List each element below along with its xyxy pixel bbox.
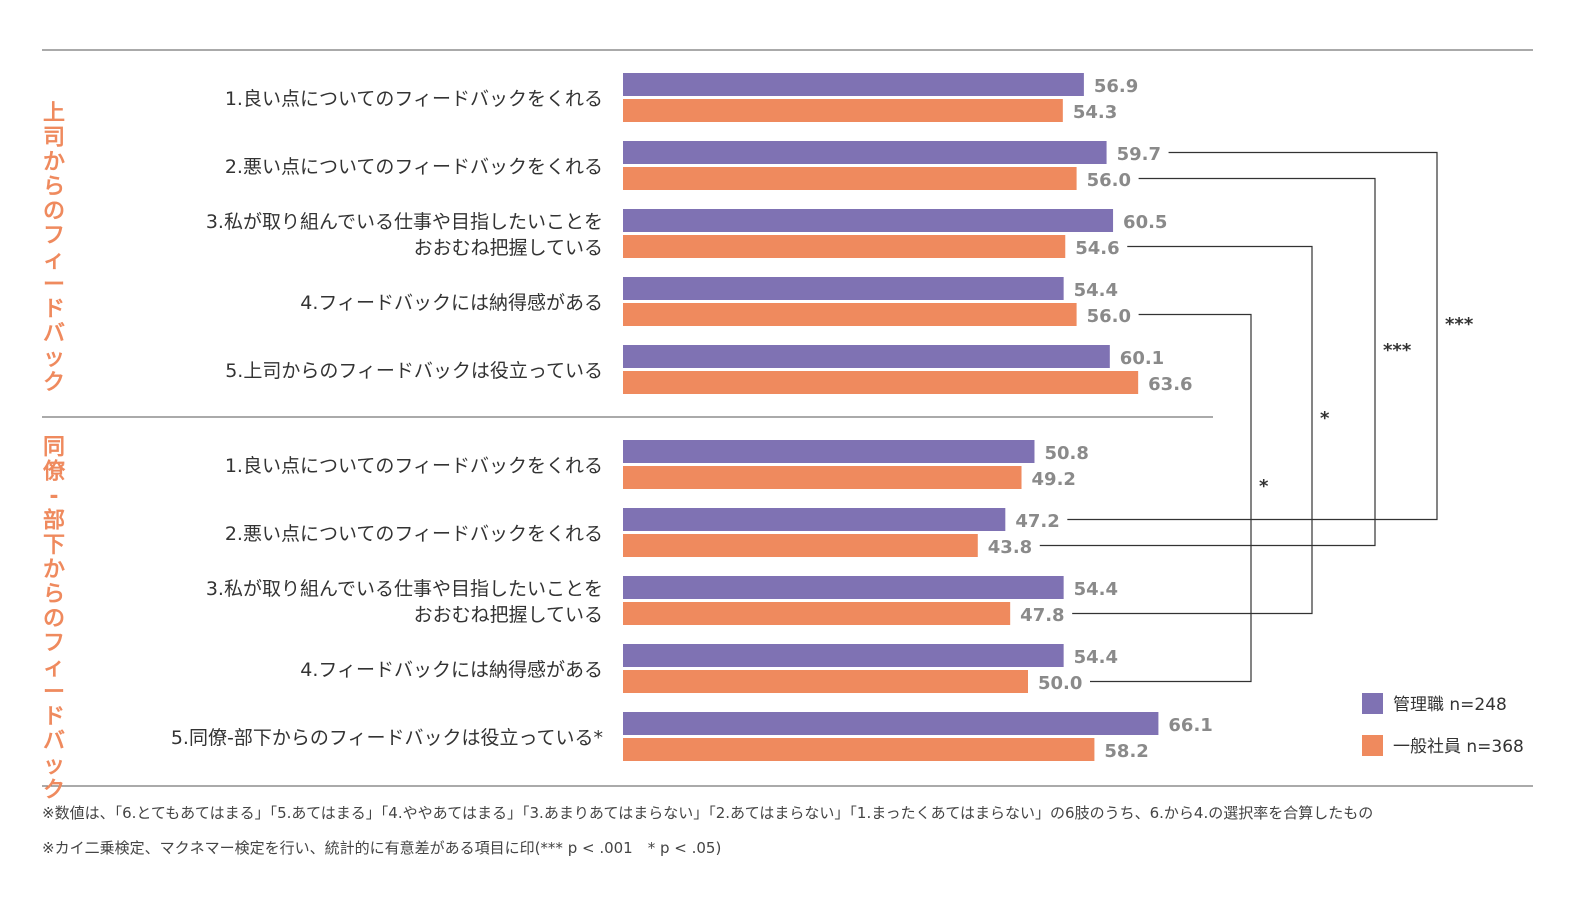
bar-manager: [623, 576, 1064, 599]
category-label: 3.私が取り組んでいる仕事や目指したいことを: [206, 578, 603, 600]
value-label: 43.8: [988, 537, 1032, 558]
group-title: 上司からのフィードバック: [43, 101, 65, 396]
significance-mark: ***: [1383, 340, 1412, 361]
value-label: 59.7: [1117, 144, 1161, 165]
bar-staff: [623, 670, 1028, 693]
bar-manager: [623, 440, 1035, 463]
legend-label: 一般社員 n=368: [1393, 737, 1524, 757]
value-label: 60.1: [1120, 348, 1164, 369]
bar-staff: [623, 303, 1077, 326]
bar-manager: [623, 141, 1107, 164]
category-label: 3.私が取り組んでいる仕事や目指したいことを: [206, 211, 603, 233]
value-label: 56.0: [1087, 170, 1131, 191]
value-label: 50.8: [1044, 443, 1088, 464]
bar-staff: [623, 235, 1066, 258]
category-label: おおむね把握している: [414, 237, 603, 259]
value-label: 58.2: [1104, 741, 1148, 762]
bar-manager: [623, 712, 1159, 735]
value-label: 63.6: [1148, 374, 1192, 395]
footnote: ※カイ二乗検定、マクネマー検定を行い、統計的に有意差がある項目に印(*** p …: [42, 839, 721, 857]
value-label: 56.0: [1087, 306, 1131, 327]
footnote: ※数値は、「6.とてもあてはまる」「5.あてはまる」「4.ややあてはまる」「3.…: [42, 804, 1373, 822]
value-label: 60.5: [1123, 212, 1167, 233]
bar-staff: [623, 371, 1139, 394]
significance-mark: *: [1259, 476, 1269, 497]
value-label: 50.0: [1038, 673, 1082, 694]
legend-swatch: [1362, 735, 1383, 756]
bar-manager: [623, 73, 1084, 96]
category-label: 5.同僚-部下からのフィードバックは役立っている*: [171, 727, 603, 749]
significance-bracket: [1067, 151, 1438, 521]
value-label: 54.6: [1075, 238, 1119, 259]
value-label: 47.8: [1020, 605, 1064, 626]
significance-mark: ***: [1445, 314, 1474, 335]
category-label: 2.悪い点についてのフィードバックをくれる: [225, 156, 603, 178]
category-label: 4.フィードバックには納得感がある: [300, 292, 603, 314]
value-label: 54.3: [1073, 102, 1117, 123]
bar-staff: [623, 99, 1063, 122]
value-label: 66.1: [1168, 715, 1212, 736]
significance-bracket: [1039, 177, 1376, 547]
bar-manager: [623, 277, 1064, 300]
value-label: 56.9: [1094, 76, 1138, 97]
bar-manager: [623, 209, 1114, 232]
value-label: 54.4: [1074, 647, 1118, 668]
legend-swatch: [1362, 693, 1383, 714]
bar-staff: [623, 466, 1022, 489]
category-label: 4.フィードバックには納得感がある: [300, 659, 603, 681]
significance-bracket: [1090, 313, 1252, 683]
category-label: 5.上司からのフィードバックは役立っている: [225, 360, 603, 382]
legend-label: 管理職 n=248: [1393, 695, 1507, 715]
category-label: 1.良い点についてのフィードバックをくれる: [225, 455, 603, 477]
category-label: おおむね把握している: [414, 604, 603, 626]
category-label: 2.悪い点についてのフィードバックをくれる: [225, 523, 603, 545]
value-label: 54.4: [1074, 280, 1118, 301]
bar-staff: [623, 602, 1011, 625]
significance-bracket: [1072, 245, 1313, 615]
bar-manager: [623, 508, 1006, 531]
significance-mark: *: [1320, 408, 1330, 429]
value-label: 49.2: [1032, 469, 1076, 490]
category-label: 1.良い点についてのフィードバックをくれる: [225, 88, 603, 110]
bar-manager: [623, 644, 1064, 667]
value-label: 54.4: [1074, 579, 1118, 600]
value-label: 47.2: [1015, 511, 1059, 532]
bar-manager: [623, 345, 1110, 368]
group-title: 同僚-部下からのフィードバック: [43, 435, 66, 803]
bar-staff: [623, 167, 1077, 190]
bar-staff: [623, 738, 1095, 761]
bar-staff: [623, 534, 978, 557]
